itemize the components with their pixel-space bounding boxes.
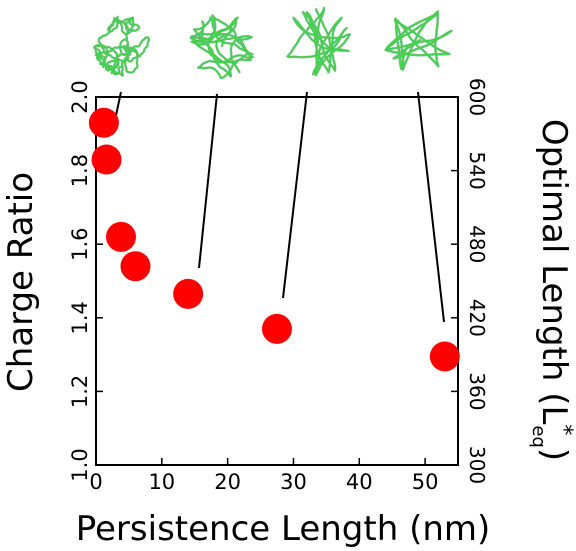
y2-tick-label: 480 xyxy=(465,225,489,263)
y-tick-label: 1.8 xyxy=(68,154,92,187)
chain-thumbnails xyxy=(92,6,453,80)
y-tick-label: 1.2 xyxy=(68,375,92,408)
x-tick-label: 40 xyxy=(346,470,373,494)
x-tick-label: 10 xyxy=(148,470,175,494)
y2-tick-label: 540 xyxy=(465,152,489,190)
y-tick-label: 2.0 xyxy=(68,80,92,113)
tangled-chain-icon xyxy=(92,15,151,77)
y2-tick-label: 600 xyxy=(465,78,489,116)
y2-axis-title-sup: * xyxy=(551,424,576,435)
connector-line xyxy=(198,93,218,269)
connector-line xyxy=(417,91,445,323)
plot-frame xyxy=(95,96,459,466)
connector-lines xyxy=(114,91,445,323)
data-point xyxy=(173,278,204,309)
y2-tick-label: 420 xyxy=(465,299,489,337)
x-tick-label: 20 xyxy=(214,470,241,494)
y-tick-label: 1.0 xyxy=(68,448,92,481)
y-tick-label: 1.4 xyxy=(68,301,92,334)
data-point xyxy=(106,221,137,252)
data-point xyxy=(91,144,122,175)
data-point xyxy=(429,341,460,372)
x-tick-label: 50 xyxy=(412,470,439,494)
data-point xyxy=(88,107,119,138)
y2-axis-title-close: ) xyxy=(534,448,574,461)
connector-line xyxy=(282,91,308,299)
y2-axis-title: Optimal Length (L*eq) xyxy=(528,119,576,461)
data-point xyxy=(120,251,151,282)
x-axis-ticks: 0 10 20 30 40 50 xyxy=(89,458,438,494)
data-point xyxy=(262,313,292,344)
y2-axis-ticks: 300 360 420 480 540 600 xyxy=(451,78,489,484)
open-coil-icon xyxy=(384,10,453,71)
y-tick-label: 1.6 xyxy=(68,227,92,260)
y2-tick-label: 360 xyxy=(465,372,489,410)
x-tick-label: 0 xyxy=(89,470,102,494)
data-points xyxy=(88,107,460,372)
y-axis-ticks: 1.0 1.2 1.4 1.6 1.8 2.0 xyxy=(68,80,103,482)
loose-coil-icon xyxy=(286,6,352,77)
x-tick-label: 30 xyxy=(280,470,307,494)
coiled-chain-icon xyxy=(189,14,254,80)
x-axis-title: Persistence Length (nm) xyxy=(76,509,491,549)
y2-axis-title-sub: eq xyxy=(528,425,549,448)
y2-axis-title-main: Optimal Length (L xyxy=(534,119,574,425)
y-axis-title: Charge Ratio xyxy=(1,172,41,392)
y2-tick-label: 300 xyxy=(465,446,489,484)
